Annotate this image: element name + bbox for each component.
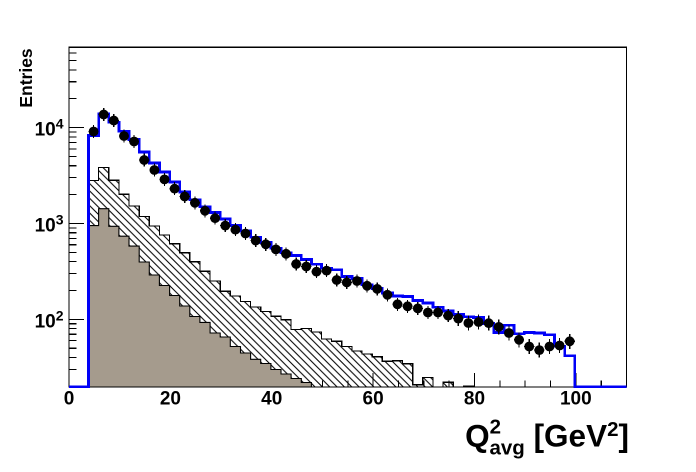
svg-text:102: 102 — [35, 307, 64, 332]
svg-text:100: 100 — [560, 389, 592, 410]
svg-text:60: 60 — [363, 389, 384, 410]
svg-text:0: 0 — [64, 389, 75, 410]
svg-text:Entries: Entries — [16, 48, 36, 108]
svg-text:20: 20 — [160, 389, 181, 410]
svg-text:40: 40 — [261, 389, 282, 410]
svg-text:80: 80 — [464, 389, 485, 410]
